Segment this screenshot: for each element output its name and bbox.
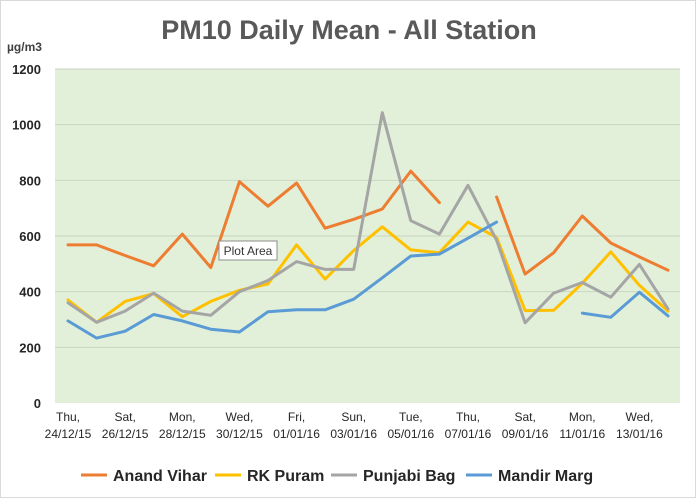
tooltip-box: [218, 240, 278, 261]
x-tick-date: 11/01/16: [559, 427, 605, 441]
x-tick-day: Mon,: [169, 410, 196, 424]
x-tick-day: Thu,: [56, 410, 80, 424]
y-tick-label: 400: [19, 285, 41, 300]
x-tick-label: Fri, 01/01/16: [273, 410, 320, 441]
series-line[interactable]: [66, 220, 670, 324]
legend-label: Mandir Marg: [498, 468, 593, 485]
x-tick-date: 28/12/15: [159, 427, 206, 441]
y-tick-label: 1000: [12, 118, 41, 133]
legend-item[interactable]: Mandir Marg: [466, 468, 593, 485]
legend-item[interactable]: RK Puram: [215, 468, 324, 485]
gridlines: [55, 68, 680, 348]
x-tick-date: 01/01/16: [273, 427, 320, 441]
series-line[interactable]: [66, 111, 670, 325]
x-tick-day: Wed,: [226, 410, 254, 424]
x-tick-date: 26/12/15: [102, 427, 149, 441]
x-tick-date: 05/01/16: [387, 427, 434, 441]
x-tick-label: Sun, 03/01/16: [330, 410, 377, 441]
x-tick-day: Mon,: [569, 410, 596, 424]
y-tick-label: 1200: [12, 62, 41, 77]
series-line[interactable]: [66, 169, 441, 269]
y-tick-label: 200: [19, 340, 41, 355]
x-tick-label: Wed, 13/01/16: [616, 410, 663, 441]
x-tick-day: Sat,: [114, 410, 135, 424]
series-line[interactable]: [580, 290, 670, 319]
x-tick-label: Thu, 24/12/15: [45, 410, 92, 441]
x-axis-ticks: Thu, 24/12/15 Sat, 26/12/15 Mon, 28/12/15 Wed,…: [45, 410, 663, 441]
y-tick-label: 0: [34, 396, 41, 411]
x-tick-date: 07/01/16: [445, 427, 492, 441]
x-tick-day: Wed,: [626, 410, 654, 424]
x-tick-day: Thu,: [456, 410, 480, 424]
series-anand-vihar[interactable]: [66, 169, 670, 276]
y-axis-ticks: 0 200 400 600 800 1000 1200: [12, 62, 41, 411]
x-tick-date: 24/12/15: [45, 427, 92, 441]
x-tick-label: Sat, 09/01/16: [502, 410, 549, 441]
series-punjabi-bag[interactable]: [66, 111, 670, 325]
series-mandir-marg[interactable]: [66, 220, 670, 340]
legend: Anand Vihar RK Puram Punjabi Bag Mandir Mar…: [81, 468, 593, 485]
legend-label: RK Puram: [247, 468, 324, 485]
series-lines: [66, 111, 670, 340]
tooltip-label: Plot Area: [224, 244, 273, 258]
legend-label: Punjabi Bag: [363, 468, 455, 485]
chart-title: PM10 Daily Mean - All Station: [161, 15, 537, 45]
x-tick-label: Thu, 07/01/16: [445, 410, 492, 441]
x-tick-label: Tue, 05/01/16: [387, 410, 434, 441]
x-tick-label: Mon, 28/12/15: [159, 410, 206, 441]
x-tick-date: 13/01/16: [616, 427, 663, 441]
y-axis-unit-label: µg/m3: [7, 40, 42, 54]
x-tick-label: Sat, 26/12/15: [102, 410, 149, 441]
x-tick-label: Wed, 30/12/15: [216, 410, 263, 441]
x-tick-day: Fri,: [288, 410, 305, 424]
legend-item[interactable]: Anand Vihar: [81, 468, 207, 485]
x-tick-date: 09/01/16: [502, 427, 549, 441]
x-tick-day: Sat,: [514, 410, 535, 424]
x-tick-day: Tue,: [399, 410, 423, 424]
series-line[interactable]: [66, 220, 499, 340]
x-tick-label: Mon, 11/01/16: [559, 410, 605, 441]
plot-area-tooltip: Plot Area: [218, 240, 278, 261]
y-tick-label: 800: [19, 173, 41, 188]
series-line[interactable]: [495, 195, 670, 276]
x-tick-day: Sun,: [341, 410, 366, 424]
x-tick-date: 03/01/16: [330, 427, 377, 441]
y-tick-label: 600: [19, 229, 41, 244]
legend-label: Anand Vihar: [113, 468, 207, 485]
x-tick-date: 30/12/15: [216, 427, 263, 441]
legend-item[interactable]: Punjabi Bag: [331, 468, 455, 485]
